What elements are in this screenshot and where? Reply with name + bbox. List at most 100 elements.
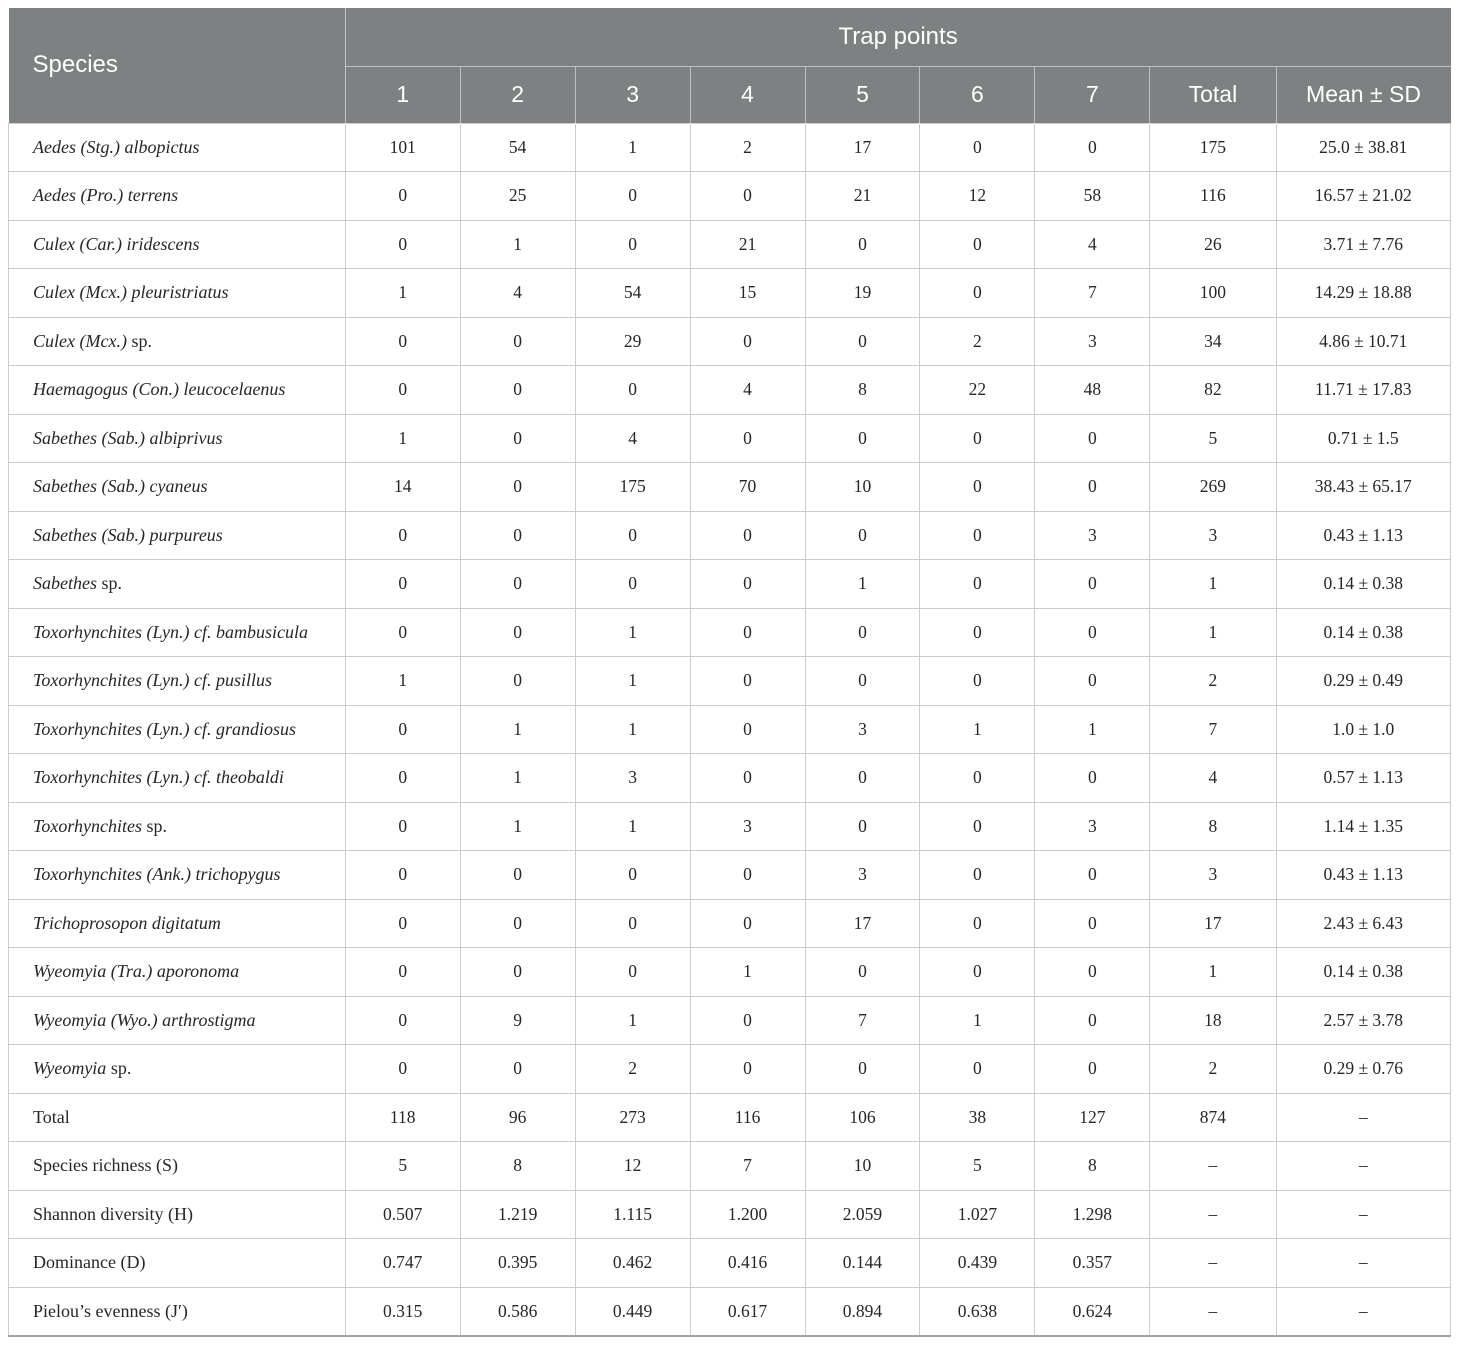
table-row: Toxorhynchites (Lyn.) cf. grandiosus 0 1 1 0… <box>8 704 1451 754</box>
count-cell: 0 <box>1034 1044 1151 1094</box>
mean-sd-cell: 14.29 ± 18.88 <box>1275 268 1451 318</box>
count-cell: 1 <box>344 268 461 318</box>
table-row: Toxorhynchites (Lyn.) cf. pusillus 1 0 1 0 0 0… <box>8 656 1451 706</box>
count-cell: 0 <box>804 753 921 803</box>
count-cell: 5 <box>919 1141 1036 1191</box>
count-cell: 0 <box>574 947 691 997</box>
species-name-italic: Wyeomyia (Tra.) aporonoma <box>33 961 240 982</box>
mean-sd-cell: 25.0 ± 38.81 <box>1275 122 1451 172</box>
summary-row-label: Dominance (D) <box>8 1238 346 1288</box>
count-cell: 0 <box>1034 753 1151 803</box>
count-cell: 10 <box>804 1141 921 1191</box>
species-name: Toxorhynchites (Lyn.) cf. bambusicula <box>8 607 346 657</box>
count-cell: 54 <box>459 122 576 172</box>
count-cell: 0 <box>919 753 1036 803</box>
species-name: Toxorhynchites (Lyn.) cf. pusillus <box>8 656 346 706</box>
total-cell: – <box>1149 1141 1277 1191</box>
species-name: Aedes (Pro.) terrens <box>8 171 346 221</box>
species-name: Haemagogus (Con.) leucocelaenus <box>8 365 346 415</box>
mean-sd-cell: 3.71 ± 7.76 <box>1275 219 1451 269</box>
mean-sd-cell: 0.14 ± 0.38 <box>1275 607 1451 657</box>
count-cell: 1.219 <box>459 1189 576 1239</box>
count-cell: 0 <box>804 801 921 851</box>
count-cell: 2 <box>689 122 806 172</box>
count-cell: 0 <box>1034 559 1151 609</box>
count-cell: 101 <box>344 122 461 172</box>
table-row: Trichoprosopon digitatum 0 0 0 0 17 0 0 17 2.43 ±… <box>8 898 1451 948</box>
count-cell: 0.395 <box>459 1238 576 1288</box>
count-cell: 1.115 <box>574 1189 691 1239</box>
mean-sd-cell: 1.0 ± 1.0 <box>1275 704 1451 754</box>
species-name: Sabethes (Sab.) cyaneus <box>8 462 346 512</box>
species-name-italic: Culex (Car.) iridescens <box>33 233 200 254</box>
mean-sd-cell: – <box>1275 1141 1451 1191</box>
count-cell: 29 <box>574 316 691 366</box>
count-cell: 48 <box>1034 365 1151 415</box>
mean-sd-cell: – <box>1275 1286 1451 1336</box>
count-cell: 0.894 <box>804 1286 921 1336</box>
count-cell: 0 <box>344 316 461 366</box>
count-cell: 1 <box>344 656 461 706</box>
count-cell: 0 <box>1034 122 1151 172</box>
count-cell: 0 <box>459 1044 576 1094</box>
count-cell: 0 <box>1034 607 1151 657</box>
count-cell: 3 <box>689 801 806 851</box>
count-cell: 0 <box>344 171 461 221</box>
table-row: Toxorhynchites (Lyn.) cf. theobaldi 0 1 3 0 0… <box>8 753 1451 803</box>
species-name-italic: Wyeomyia <box>33 1058 107 1079</box>
count-cell: 0 <box>689 995 806 1045</box>
count-cell: 106 <box>804 1092 921 1142</box>
species-name: Culex (Mcx.) sp. <box>8 316 346 366</box>
count-cell: 0 <box>919 462 1036 512</box>
count-cell: 127 <box>1034 1092 1151 1142</box>
count-cell: 0 <box>919 413 1036 463</box>
count-cell: 0.624 <box>1034 1286 1151 1336</box>
count-cell: 0 <box>689 704 806 754</box>
mean-sd-cell: 0.71 ± 1.5 <box>1275 413 1451 463</box>
count-cell: 0 <box>459 898 576 948</box>
species-name-italic: Toxorhynchites (Lyn.) cf. grandiosus <box>33 718 296 739</box>
species-name-italic: Toxorhynchites (Lyn.) cf. bambusicula <box>33 621 308 642</box>
count-cell: 1 <box>459 753 576 803</box>
trap-points-header-row: Species Trap points <box>8 8 1451 123</box>
species-name: Toxorhynchites (Lyn.) cf. theobaldi <box>8 753 346 803</box>
count-cell: 1 <box>574 995 691 1045</box>
count-cell: 116 <box>689 1092 806 1142</box>
count-cell: 0.617 <box>689 1286 806 1336</box>
count-cell: 8 <box>804 365 921 415</box>
species-name: Toxorhynchites (Lyn.) cf. grandiosus <box>8 704 346 754</box>
species-name-italic: Haemagogus (Con.) leucocelaenus <box>33 379 286 400</box>
species-name: Culex (Mcx.) pleuristriatus <box>8 268 346 318</box>
count-cell: 0 <box>919 219 1036 269</box>
count-cell: 0 <box>689 316 806 366</box>
count-cell: 0 <box>919 122 1036 172</box>
count-cell: 0 <box>919 656 1036 706</box>
count-cell: 0 <box>459 559 576 609</box>
count-cell: 5 <box>344 1141 461 1191</box>
count-cell: 8 <box>1034 1141 1151 1191</box>
table-row: Total 118 96 273 116 106 38 127 874– <box>8 1092 1451 1142</box>
count-cell: 0.144 <box>804 1238 921 1288</box>
mean-sd-cell: 38.43 ± 65.17 <box>1275 462 1451 512</box>
total-cell: 4 <box>1149 753 1277 803</box>
count-cell: 0 <box>919 559 1036 609</box>
species-name: Aedes (Stg.) albopictus <box>8 122 346 172</box>
total-cell: 100 <box>1149 268 1277 318</box>
count-cell: 3 <box>1034 316 1151 366</box>
count-cell: 21 <box>689 219 806 269</box>
count-cell: 0 <box>919 1044 1036 1094</box>
table-row: Culex (Mcx.) sp. 0 0 29 0 0 2 3 34 4.86 ± 10.71 <box>8 316 1451 366</box>
count-cell: 54 <box>574 268 691 318</box>
total-cell: 2 <box>1149 656 1277 706</box>
count-cell: 1 <box>574 656 691 706</box>
count-cell: 0 <box>344 753 461 803</box>
total-cell: 175 <box>1149 122 1277 172</box>
table-row: Species richness (S) 5 8 12 7 10 5 8– – <box>8 1141 1451 1191</box>
trap-column-header: 5 <box>804 65 920 123</box>
species-name: Trichoprosopon digitatum <box>8 898 346 948</box>
count-cell: 0 <box>689 559 806 609</box>
count-cell: 0.416 <box>689 1238 806 1288</box>
count-cell: 0.357 <box>1034 1238 1151 1288</box>
total-cell: 3 <box>1149 850 1277 900</box>
count-cell: 1 <box>574 607 691 657</box>
